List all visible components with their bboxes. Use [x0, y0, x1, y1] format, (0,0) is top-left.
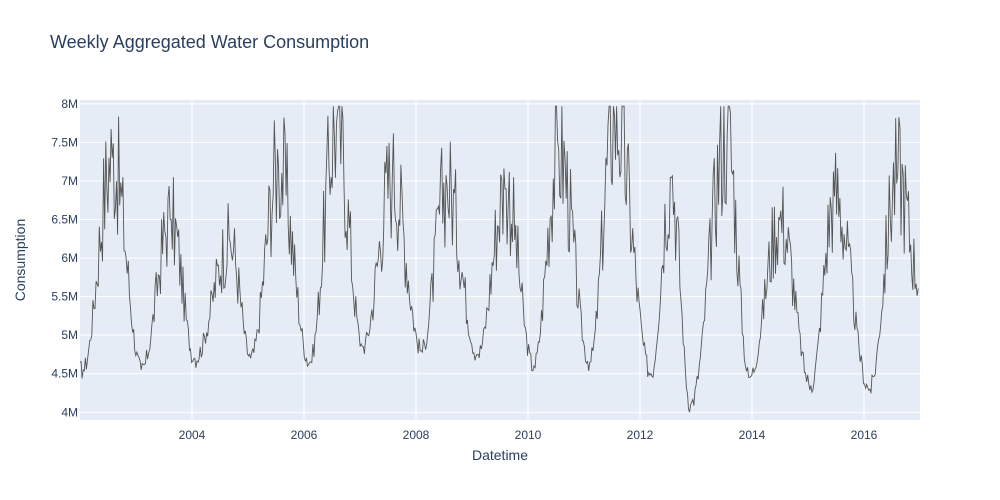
gridlines — [80, 100, 920, 420]
y-tick-label: 5M — [61, 328, 78, 342]
x-tick-label: 2008 — [403, 428, 430, 442]
plot-area — [80, 100, 920, 420]
x-tick-label: 2016 — [851, 428, 878, 442]
x-tick-label: 2004 — [179, 428, 206, 442]
y-tick-label: 4M — [61, 405, 78, 419]
x-tick-label: 2012 — [627, 428, 654, 442]
x-tick-label: 2006 — [291, 428, 318, 442]
y-tick-label: 7.5M — [51, 135, 78, 149]
y-tick-label: 5.5M — [51, 290, 78, 304]
y-axis-title: Consumption — [12, 219, 28, 302]
y-tick-label: 6M — [61, 251, 78, 265]
consumption-series-line — [79, 105, 919, 413]
y-tick-label: 7M — [61, 174, 78, 188]
y-tick-label: 4.5M — [51, 367, 78, 381]
x-tick-label: 2014 — [739, 428, 766, 442]
x-axis-ticks: 2004 2006 2008 2010 2012 2014 2016 — [179, 428, 878, 442]
series-group — [79, 105, 919, 413]
y-tick-label: 6.5M — [51, 213, 78, 227]
x-tick-label: 2010 — [515, 428, 542, 442]
y-tick-label: 8M — [61, 97, 78, 111]
x-axis-title: Datetime — [472, 447, 528, 463]
y-axis-ticks: 4M 4.5M 5M 5.5M 6M 6.5M 7M 7.5M 8M — [51, 97, 78, 419]
chart-title: Weekly Aggregated Water Consumption — [50, 32, 370, 52]
